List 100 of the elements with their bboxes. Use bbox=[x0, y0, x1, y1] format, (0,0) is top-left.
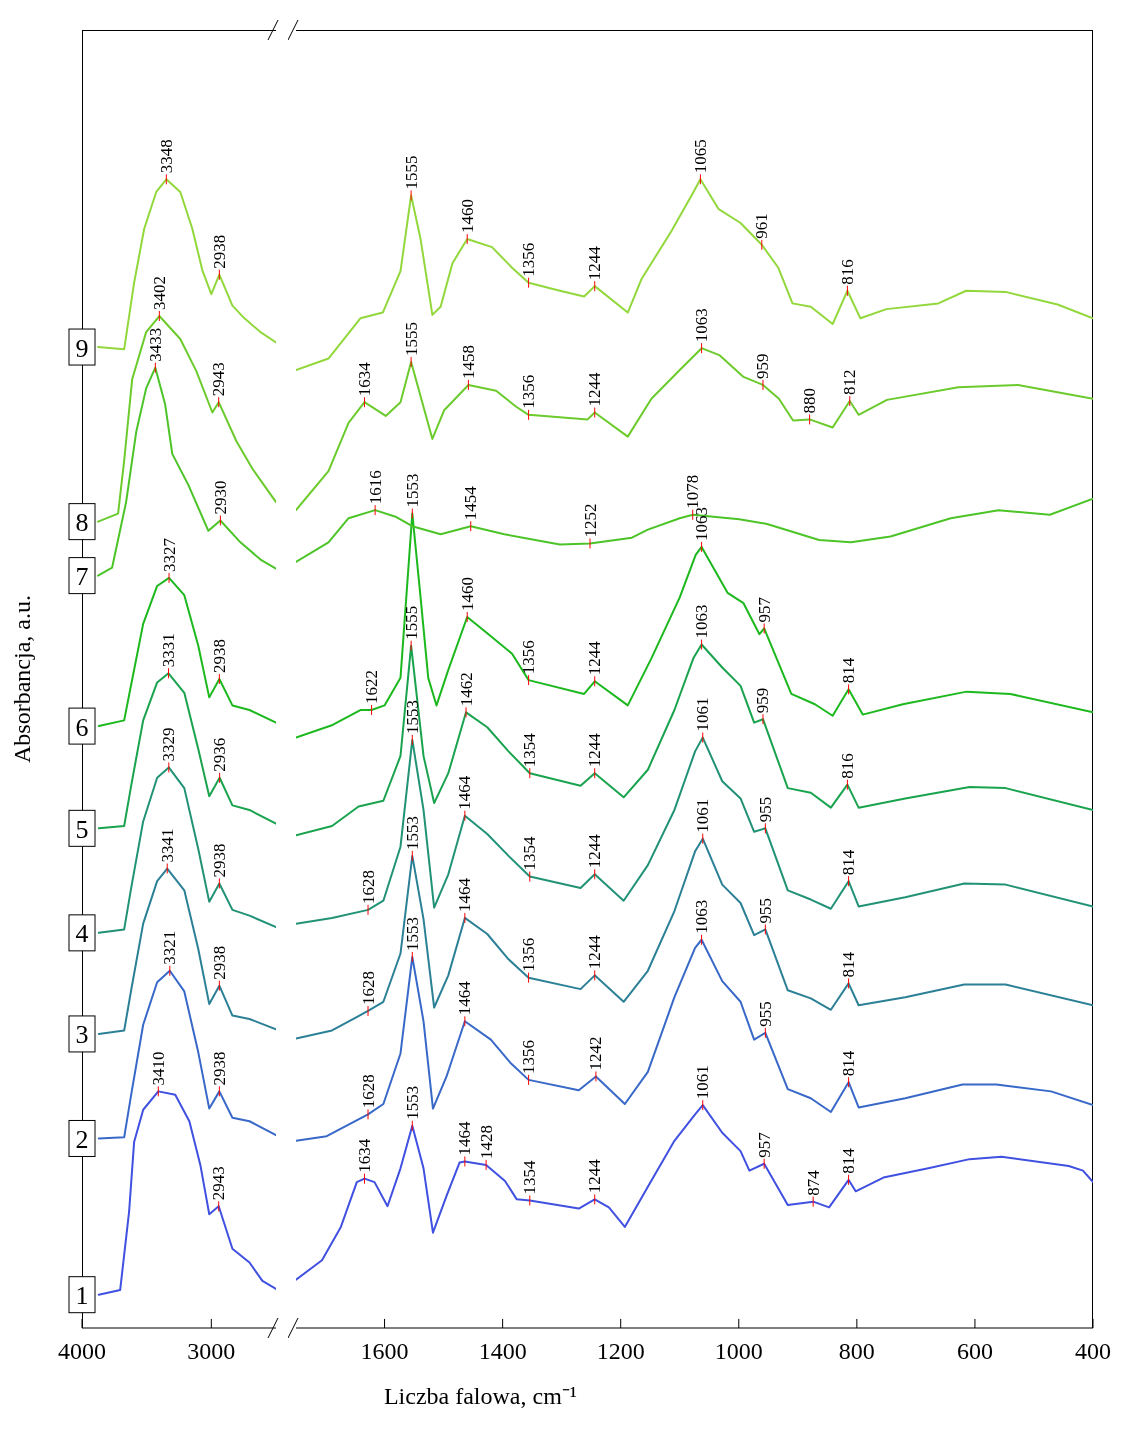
annotation: 1464 bbox=[455, 775, 475, 810]
y-axis-title: Absorbancja, a.u. bbox=[8, 595, 36, 763]
annotation: 1244 bbox=[585, 934, 605, 970]
annotation: 1616 bbox=[365, 470, 385, 505]
annotation: 1356 bbox=[519, 242, 539, 277]
annotation: 1063 bbox=[692, 899, 712, 934]
annotation: 1464 bbox=[455, 980, 475, 1016]
annotation: 3327 bbox=[159, 537, 179, 572]
annotation: 814 bbox=[839, 849, 859, 876]
annotation: 1356 bbox=[519, 374, 539, 409]
annotation: 1354 bbox=[520, 732, 540, 768]
annotation: 1063 bbox=[692, 308, 712, 343]
annotation: 2938 bbox=[209, 945, 229, 980]
annotation: 1622 bbox=[362, 670, 382, 705]
annotation: 1553 bbox=[402, 916, 422, 951]
series-label: 4 bbox=[75, 919, 89, 949]
annotation: 814 bbox=[839, 1050, 859, 1077]
annotation: 814 bbox=[839, 657, 859, 684]
annotation: 955 bbox=[755, 796, 775, 823]
annotation: 1634 bbox=[354, 1138, 374, 1173]
annotation: 1063 bbox=[692, 506, 712, 541]
series-label: 1 bbox=[75, 1281, 89, 1311]
annotation: 1555 bbox=[401, 321, 421, 356]
annotation: 816 bbox=[837, 753, 857, 779]
series-label: 6 bbox=[75, 712, 89, 742]
annotation: 1428 bbox=[476, 1124, 496, 1159]
annotation: 816 bbox=[837, 259, 857, 285]
annotation: 955 bbox=[755, 1001, 775, 1027]
annotation: 959 bbox=[753, 687, 773, 714]
x-tick-label: 1200 bbox=[596, 1338, 645, 1365]
annotation: 1063 bbox=[692, 604, 712, 639]
x-tick-label: 800 bbox=[838, 1338, 875, 1365]
annotation: 1553 bbox=[402, 473, 422, 508]
annotation: 1244 bbox=[585, 833, 605, 869]
annotation: 1078 bbox=[683, 474, 703, 509]
annotation: 957 bbox=[754, 596, 774, 623]
annotation: 1553 bbox=[402, 815, 422, 850]
annotation: 812 bbox=[840, 369, 860, 396]
annotation: 2938 bbox=[209, 234, 229, 269]
series-label: 7 bbox=[75, 562, 89, 592]
annotation: 1462 bbox=[456, 672, 476, 707]
annotation: 1242 bbox=[586, 1036, 606, 1071]
annotation: 1244 bbox=[585, 1158, 605, 1194]
annotation: 959 bbox=[753, 353, 773, 379]
x-tick-label: 4000 bbox=[58, 1338, 106, 1365]
annotation: 1458 bbox=[458, 344, 478, 379]
annotation: 1244 bbox=[585, 732, 605, 768]
annotation: 3348 bbox=[156, 139, 176, 174]
x-tick-label: 3000 bbox=[187, 1338, 236, 1365]
annotation: 2938 bbox=[209, 1051, 229, 1086]
x-tick-label: 1600 bbox=[360, 1338, 409, 1365]
annotation: 1252 bbox=[580, 503, 600, 538]
annotation: 3329 bbox=[159, 727, 179, 762]
annotation: 2938 bbox=[209, 639, 229, 673]
annotation: 2930 bbox=[210, 480, 230, 515]
annotation: 1354 bbox=[520, 1160, 540, 1195]
annotation: 814 bbox=[839, 1147, 859, 1174]
annotation: 1356 bbox=[519, 640, 539, 675]
annotation: 814 bbox=[839, 951, 859, 978]
annotation: 1244 bbox=[585, 372, 605, 407]
series-label: 2 bbox=[75, 1124, 89, 1154]
annotation: 1464 bbox=[455, 1120, 475, 1156]
annotation: 1464 bbox=[455, 877, 475, 912]
annotation: 1244 bbox=[585, 245, 605, 281]
annotation: 1356 bbox=[519, 937, 539, 972]
annotation: 1356 bbox=[519, 1039, 539, 1074]
annotation: 1553 bbox=[402, 699, 422, 734]
x-tick-label: 400 bbox=[1075, 1338, 1111, 1365]
annotation: 3321 bbox=[160, 930, 180, 965]
series-label: 3 bbox=[75, 1020, 89, 1050]
annotation: 1061 bbox=[693, 1065, 713, 1100]
annotation: 955 bbox=[755, 897, 775, 924]
annotation: 3331 bbox=[159, 633, 179, 668]
annotation: 1460 bbox=[457, 199, 477, 234]
annotation: 1555 bbox=[401, 155, 421, 190]
annotation: 1061 bbox=[693, 697, 713, 732]
annotation: 1553 bbox=[402, 1085, 422, 1120]
annotation: 1634 bbox=[354, 361, 374, 397]
annotation: 880 bbox=[800, 387, 820, 414]
annotation: 3402 bbox=[149, 276, 169, 311]
annotation: 1628 bbox=[358, 1074, 378, 1109]
annotation: 961 bbox=[752, 213, 772, 239]
annotation: 1454 bbox=[461, 485, 481, 521]
annotation: 1628 bbox=[358, 869, 378, 904]
annotation: 1555 bbox=[401, 605, 421, 640]
annotation: 1354 bbox=[520, 836, 540, 871]
series-label: 9 bbox=[75, 333, 89, 363]
annotation: 1065 bbox=[690, 139, 710, 174]
annotation: 2936 bbox=[210, 737, 230, 772]
series-label: 5 bbox=[75, 814, 89, 844]
annotation: 1244 bbox=[585, 640, 605, 676]
annotation: 2943 bbox=[209, 1166, 229, 1201]
annotation: 1628 bbox=[358, 970, 378, 1005]
annotation: 957 bbox=[754, 1131, 774, 1158]
annotation: 2938 bbox=[209, 843, 229, 878]
x-tick-label: 600 bbox=[956, 1338, 993, 1365]
x-axis-title: Liczba falowa, cm⁻¹ bbox=[382, 1382, 579, 1411]
annotation: 2943 bbox=[209, 362, 229, 397]
x-tick-label: 1400 bbox=[478, 1338, 527, 1365]
annotation: 3433 bbox=[145, 327, 165, 362]
